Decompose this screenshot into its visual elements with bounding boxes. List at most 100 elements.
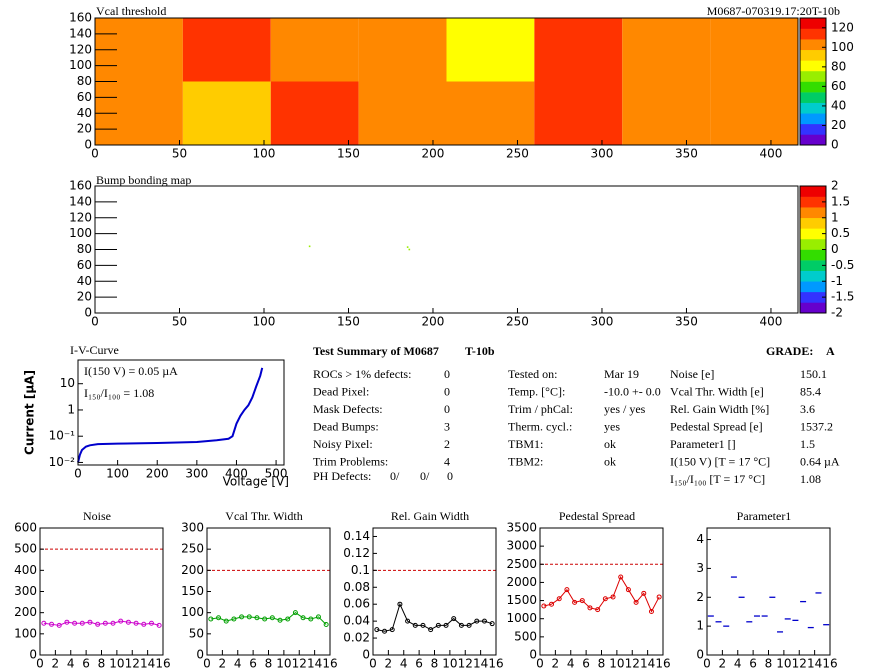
summary-label: TBM1:: [508, 437, 543, 451]
x-tick-label: 16: [155, 657, 170, 671]
chart-title: Pedestal Spread: [559, 509, 635, 523]
series-marker: [110, 620, 116, 626]
series-marker: [618, 574, 624, 580]
colorbar-band: [800, 134, 826, 146]
x-tick-label: 100: [253, 147, 276, 161]
pixel-point: [308, 245, 311, 248]
x-tick-label: 200: [422, 147, 445, 161]
series-marker: [641, 590, 647, 596]
heat-cell: [622, 18, 711, 82]
summary-value: 0: [444, 367, 450, 381]
series-marker: [579, 598, 585, 604]
series-marker: [374, 627, 380, 633]
summary-label: Pedestal Spread [e]: [670, 419, 763, 433]
summary-label: Mask Defects:: [313, 402, 383, 416]
summary-label: Noisy Pixel:: [313, 437, 373, 451]
colorbar-band: [800, 217, 826, 229]
y-tick-label: 3500: [506, 521, 537, 535]
x-tick-label: 300: [591, 315, 614, 329]
x-tick-label: 150: [337, 147, 360, 161]
heat-cell: [182, 18, 271, 82]
colorbar-tick-label: 80: [831, 59, 846, 73]
x-tick-label: 10: [776, 657, 791, 671]
series-marker: [428, 627, 434, 633]
colorbar-band: [800, 102, 826, 114]
colorbar-band: [800, 113, 826, 125]
y-tick-label: 400: [14, 563, 37, 577]
x-tick-label: 500: [265, 467, 288, 481]
chart-title: Rel. Gain Width: [391, 509, 469, 523]
chart-title: Vcal threshold: [96, 4, 166, 18]
y-tick-label: 0.1: [351, 563, 370, 577]
series-marker: [572, 599, 578, 605]
x-tick-label: 300: [185, 467, 208, 481]
x-tick-label: 16: [822, 657, 837, 671]
summary-value: 3: [444, 419, 450, 433]
y-tick-label: 10: [60, 376, 75, 390]
x-tick-label: 12: [625, 657, 640, 671]
y-tick-label: 2000: [506, 575, 537, 589]
x-tick-label: 300: [591, 147, 614, 161]
x-tick-label: 12: [792, 657, 807, 671]
y-tick-label: 80: [77, 74, 92, 88]
series-marker: [285, 616, 291, 622]
x-tick-label: 250: [506, 147, 529, 161]
series-marker: [458, 622, 464, 628]
x-tick-label: 2: [552, 657, 560, 671]
x-tick-label: 100: [106, 467, 129, 481]
summary-value: 0: [444, 384, 450, 398]
y-tick-label: 300: [14, 584, 37, 598]
series-marker: [133, 620, 139, 626]
series-marker: [481, 618, 487, 624]
y-tick-label: 140: [69, 194, 92, 208]
series-marker: [564, 587, 570, 593]
colorbar-band: [800, 60, 826, 72]
colorbar-band: [800, 302, 826, 314]
series-marker: [49, 621, 55, 627]
series-marker: [541, 603, 547, 609]
colorbar-band: [800, 281, 826, 293]
summary-label: Trim / phCal:: [508, 402, 573, 416]
colorbar-band: [800, 18, 826, 29]
summary-value: 3.6: [800, 402, 815, 416]
y-tick-label: 600: [14, 521, 37, 535]
summary-value: yes: [604, 419, 620, 433]
summary-label: Dead Bumps:: [313, 419, 379, 433]
colorbar-band: [800, 49, 826, 61]
x-tick-label: 2: [52, 657, 60, 671]
y-tick-label: 100: [181, 605, 204, 619]
series-marker: [587, 605, 593, 611]
y-tick-label: 1500: [506, 593, 537, 607]
y-tick-label: 0.14: [343, 529, 370, 543]
x-tick-label: 14: [307, 657, 322, 671]
y-tick-label: 500: [14, 542, 37, 556]
series-marker: [216, 615, 222, 621]
summary-label: I(150 V) [T = 17 °C]: [670, 454, 770, 468]
y-tick-label: 20: [77, 122, 92, 136]
series-marker: [315, 614, 321, 620]
colorbar-tick-label: 0.5: [831, 226, 850, 240]
heat-cell: [446, 18, 535, 82]
series-marker: [397, 601, 403, 607]
colorbar-band: [800, 39, 826, 51]
summary-value: 1537.2: [800, 419, 833, 433]
y-tick-label: 0: [29, 648, 37, 662]
y-tick-label: 50: [189, 626, 204, 640]
series-line: [77, 367, 264, 463]
series-marker: [610, 594, 616, 600]
colorbar-tick-label: 60: [831, 79, 846, 93]
x-tick-label: 8: [765, 657, 773, 671]
summary-value: 0.64 µA: [800, 454, 840, 468]
series-marker: [141, 621, 147, 627]
x-tick-label: 6: [415, 657, 423, 671]
x-tick-label: 0: [91, 147, 99, 161]
colorbar-band: [800, 291, 826, 303]
x-tick-label: 0: [703, 657, 711, 671]
colorbar-band: [800, 92, 826, 103]
colorbar-tick-label: 0: [831, 242, 839, 256]
series-marker: [435, 622, 441, 628]
x-tick-label: 14: [807, 657, 822, 671]
series-marker: [79, 620, 85, 626]
x-tick-label: 12: [292, 657, 307, 671]
